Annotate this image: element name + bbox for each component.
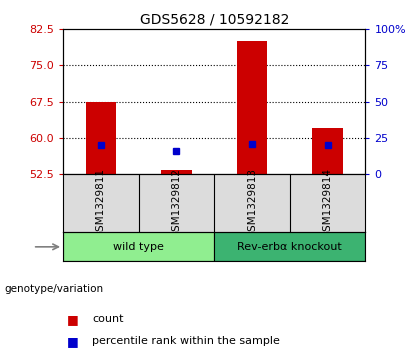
Text: GSM1329811: GSM1329811 [96,168,106,238]
Bar [63,232,214,261]
Text: wild type: wild type [113,242,164,252]
Bar [161,170,192,174]
Text: ■: ■ [67,335,79,348]
Text: percentile rank within the sample: percentile rank within the sample [92,336,280,346]
Text: GSM1329813: GSM1329813 [247,168,257,238]
Title: GDS5628 / 10592182: GDS5628 / 10592182 [139,12,289,26]
Bar [237,41,267,174]
Bar [312,128,343,174]
Text: genotype/variation: genotype/variation [4,284,103,294]
Text: GSM1329814: GSM1329814 [323,168,333,238]
Text: ■: ■ [67,313,79,326]
Text: Rev-erbα knockout: Rev-erbα knockout [237,242,342,252]
Text: count: count [92,314,124,325]
Bar [214,232,365,261]
Bar [86,102,116,174]
Text: GSM1329812: GSM1329812 [171,168,181,238]
